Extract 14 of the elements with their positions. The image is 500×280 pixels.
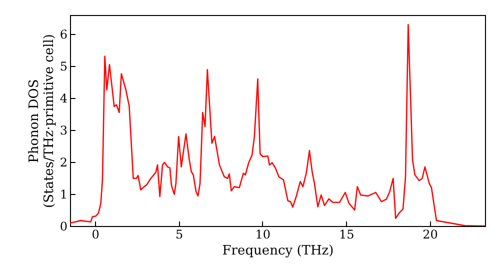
line-series: [70, 24, 485, 226]
x-tick-label: 5: [175, 228, 184, 242]
x-tick-label: 15: [338, 228, 354, 242]
y-tick-label: 2: [60, 156, 68, 170]
y-tick-label: 6: [60, 28, 68, 42]
y-tick-label: 4: [60, 92, 68, 106]
x-tick-label: 20: [422, 228, 438, 242]
x-tick-label: 10: [255, 228, 271, 242]
x-axis-title: Frequency (THz): [222, 244, 334, 258]
y-tick-label: 3: [60, 124, 68, 138]
y-tick-label: 5: [60, 60, 68, 74]
y-tick-label: 1: [60, 188, 68, 202]
x-tick-label: 0: [92, 228, 100, 242]
y-axis-title: Phonon DOS (States/THz·primitive cell): [26, 34, 57, 208]
